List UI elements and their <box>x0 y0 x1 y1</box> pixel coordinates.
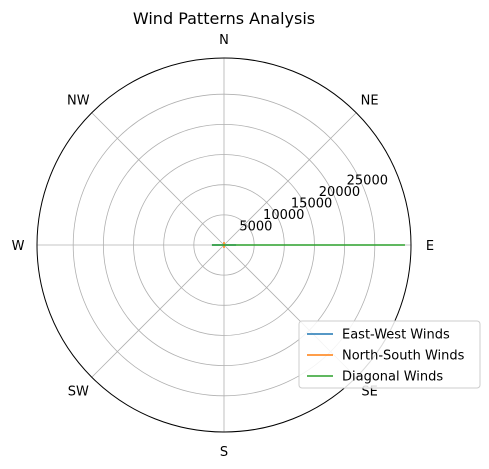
radial-tick-label: 10000 <box>263 208 304 223</box>
spoke-gridline-3 <box>91 112 225 246</box>
direction-label-w: W <box>12 239 25 254</box>
direction-label-n: N <box>219 33 229 48</box>
radial-tick-label: 15000 <box>291 196 332 211</box>
legend-label-0: East-West Winds <box>342 328 450 343</box>
legend-box <box>298 320 481 389</box>
spoke-gridline-5 <box>91 244 225 378</box>
direction-label-sw: SW <box>68 385 89 400</box>
series-lines <box>211 241 405 249</box>
legend: East-West Winds North-South Winds Diagonal… <box>298 320 481 389</box>
legend-label-1: North-South Winds <box>342 349 465 364</box>
direction-label-e: E <box>426 239 434 254</box>
chart-title: Wind Patterns Analysis <box>133 9 315 28</box>
spoke-gridline-1 <box>223 112 357 246</box>
direction-label-ne: NE <box>361 93 379 108</box>
polar-outer-circle <box>36 57 412 433</box>
direction-label-nw: NW <box>67 93 90 108</box>
radial-tick-label: 20000 <box>319 185 360 200</box>
polar-frame <box>36 57 412 433</box>
direction-label-s: S <box>220 445 228 460</box>
radial-tick-label: 5000 <box>239 219 272 234</box>
radial-tick-label: 25000 <box>347 173 388 188</box>
legend-label-2: Diagonal Winds <box>342 370 443 385</box>
